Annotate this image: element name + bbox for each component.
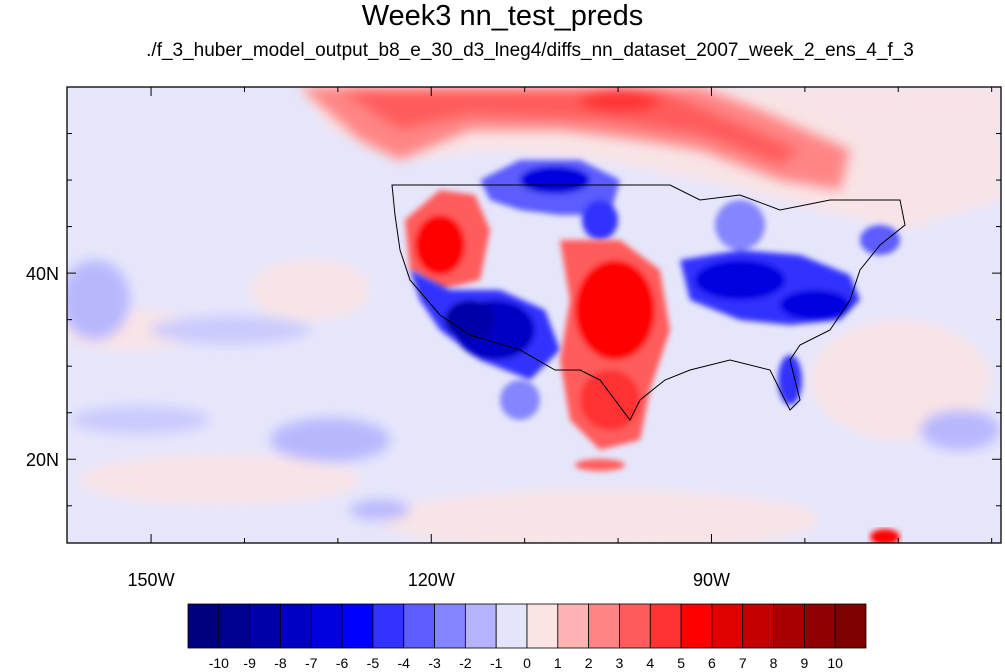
colorbar-swatch <box>280 603 312 649</box>
colorbar-swatch <box>649 603 682 649</box>
lon-tick-label: 90W <box>693 570 730 590</box>
lat-tick-label: 20N <box>26 450 59 470</box>
anomaly-field <box>67 87 1001 543</box>
colorbar-swatch <box>495 603 528 649</box>
colorbar-swatch <box>341 603 374 649</box>
colorbar-label: -1 <box>490 655 503 671</box>
colorbar-label: 1 <box>554 655 562 671</box>
colorbar-label: -10 <box>209 655 229 671</box>
lon-tick-label: 120W <box>408 570 455 590</box>
colorbar-swatch <box>403 603 435 649</box>
colorbar-swatch <box>434 603 466 649</box>
colorbar-label: -6 <box>336 655 349 671</box>
lat-tick-label: 40N <box>26 264 59 284</box>
colorbar-label: 5 <box>677 655 685 671</box>
colorbar-label: -8 <box>274 655 287 671</box>
colorbar-swatch <box>218 603 251 649</box>
colorbar-swatch <box>588 603 620 649</box>
colorbar-swatch <box>526 603 559 649</box>
colorbar-label: 0 <box>523 655 531 671</box>
latitude-axis: 40N 20N <box>26 133 1001 507</box>
plot-subtitle: ./f_3_huber_model_output_b8_e_30_d3_lneg… <box>146 40 914 61</box>
colorbar-swatch <box>834 603 867 649</box>
colorbar-swatch <box>464 603 497 649</box>
colorbar-swatch <box>742 603 774 649</box>
colorbar-swatch <box>187 603 220 649</box>
colorbar: -10 -9 -8 -7 -6 -5 -4 -3 -2 -1 0 1 2 3 4 5 6 7 8 9 10 <box>187 603 867 671</box>
colorbar-label: 2 <box>585 655 593 671</box>
colorbar-swatch <box>680 603 713 649</box>
colorbar-swatch <box>557 603 590 649</box>
colorbar-label: -3 <box>428 655 441 671</box>
colorbar-label: 7 <box>739 655 747 671</box>
colorbar-label: 3 <box>616 655 624 671</box>
colorbar-swatch <box>249 603 281 649</box>
colorbar-swatch <box>310 603 343 649</box>
colorbar-label: 10 <box>827 655 843 671</box>
colorbar-label: 4 <box>646 655 654 671</box>
plot-title: Week3 nn_test_preds <box>361 0 644 32</box>
colorbar-label: -2 <box>459 655 472 671</box>
colorbar-label: 6 <box>708 655 716 671</box>
colorbar-label: -9 <box>243 655 256 671</box>
colorbar-swatch <box>711 603 744 649</box>
colorbar-label: -4 <box>398 655 411 671</box>
longitude-axis: 150W 120W 90W <box>128 87 993 590</box>
colorbar-swatch <box>773 603 805 649</box>
colorbar-swatch <box>619 603 651 649</box>
colorbar-label: 8 <box>770 655 778 671</box>
colorbar-label: -7 <box>305 655 318 671</box>
colorbar-label: -5 <box>367 655 380 671</box>
us-outline <box>391 184 906 421</box>
colorbar-swatch <box>372 603 405 649</box>
colorbar-swatch <box>803 603 836 649</box>
lon-tick-label: 150W <box>128 570 175 590</box>
colorbar-label: 9 <box>800 655 808 671</box>
